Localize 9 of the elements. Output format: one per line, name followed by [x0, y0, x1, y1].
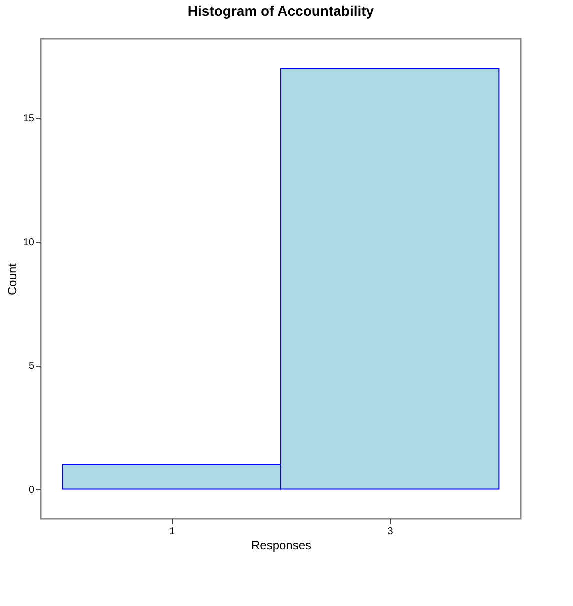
y-tick-label: 15	[23, 114, 35, 125]
chart-title: Histogram of Accountability	[188, 3, 374, 19]
y-tick-label: 10	[23, 237, 35, 248]
x-tick-label: 3	[388, 526, 394, 538]
x-tick-label: 1	[170, 526, 176, 538]
x-axis-title: Responses	[251, 538, 312, 552]
y-tick-label: 0	[28, 484, 35, 496]
y-tick-label: 5	[28, 361, 35, 372]
y-axis-title: Count	[5, 262, 20, 296]
